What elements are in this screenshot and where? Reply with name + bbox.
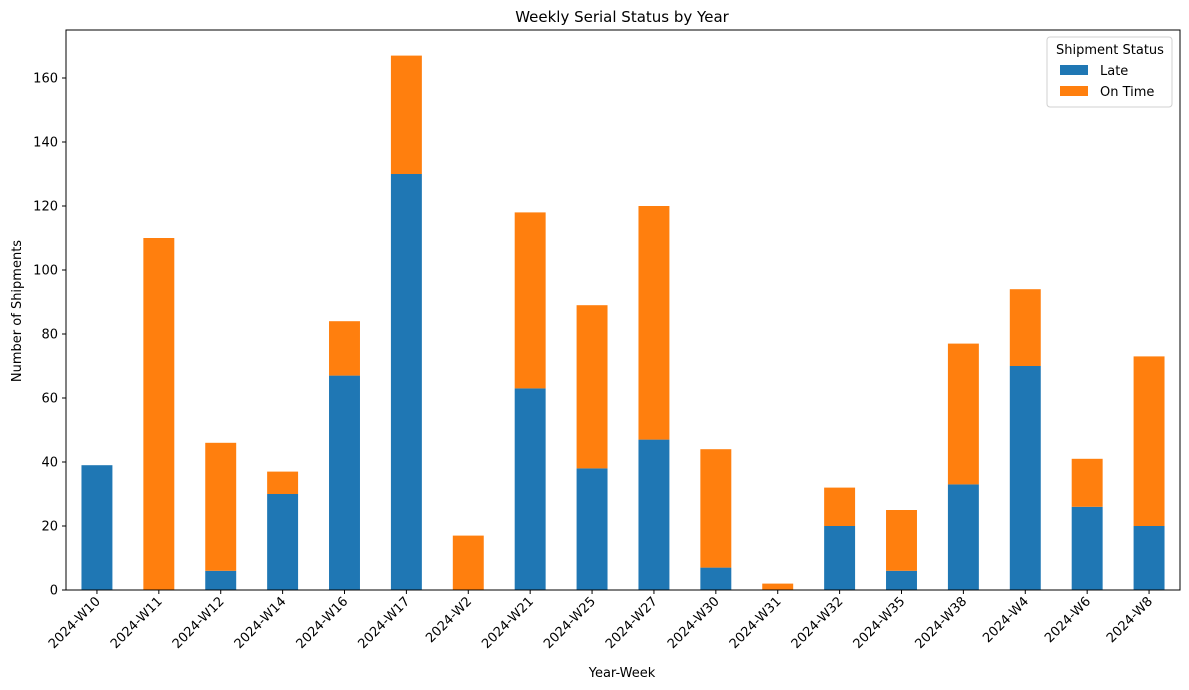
bar-late-2024-w10 bbox=[81, 465, 113, 590]
legend: Shipment Status Late On Time bbox=[1046, 36, 1173, 108]
bar-on-time-2024-w12 bbox=[205, 442, 237, 571]
bar-late-2024-w30 bbox=[700, 567, 732, 590]
legend-title: Shipment Status bbox=[1056, 43, 1164, 58]
legend-swatch-late bbox=[1060, 65, 1088, 75]
x-tick-label: 2024-W30 bbox=[665, 594, 723, 652]
x-tick-label: 2024-W8 bbox=[1104, 594, 1156, 646]
y-tick-label: 60 bbox=[41, 392, 58, 407]
x-tick-label: 2024-W14 bbox=[232, 594, 290, 652]
bar-on-time-2024-w17 bbox=[390, 55, 422, 174]
bar-late-2024-w6 bbox=[1071, 506, 1103, 590]
bar-late-2024-w27 bbox=[638, 439, 670, 590]
bar-on-time-2024-w32 bbox=[824, 487, 856, 526]
bar-late-2024-w35 bbox=[886, 570, 917, 590]
x-tick-label: 2024-W21 bbox=[479, 594, 537, 652]
x-tick-label: 2024-W38 bbox=[912, 594, 970, 652]
x-tick-label: 2024-W31 bbox=[727, 594, 785, 652]
y-tick-label: 0 bbox=[50, 584, 58, 599]
bar-on-time-2024-w25 bbox=[576, 305, 608, 469]
chart-title: Weekly Serial Status by Year bbox=[515, 8, 729, 26]
y-axis-title: Number of Shipments bbox=[10, 240, 25, 382]
y-tick-label: 140 bbox=[33, 136, 58, 151]
y-tick-label: 160 bbox=[33, 72, 58, 87]
y-tick-label: 20 bbox=[41, 520, 58, 535]
x-tick-label: 2024-W16 bbox=[294, 594, 352, 652]
x-tick-label: 2024-W6 bbox=[1042, 594, 1094, 646]
x-tick-label: 2024-W10 bbox=[46, 594, 104, 652]
bar-on-time-2024-w11 bbox=[143, 238, 175, 590]
x-tick-label: 2024-W35 bbox=[851, 594, 909, 652]
legend-swatch-on-time bbox=[1060, 86, 1088, 96]
bar-on-time-2024-w8 bbox=[1133, 356, 1165, 526]
bar-late-2024-w21 bbox=[514, 388, 546, 590]
bar-late-2024-w25 bbox=[576, 468, 608, 590]
bar-late-2024-w12 bbox=[205, 570, 237, 590]
bar-on-time-2024-w14 bbox=[267, 471, 299, 494]
x-tick-label: 2024-W2 bbox=[423, 594, 475, 646]
x-tick-label: 2024-W27 bbox=[603, 594, 661, 652]
bar-on-time-2024-w38 bbox=[947, 343, 979, 485]
bar-on-time-2024-w30 bbox=[700, 449, 732, 568]
legend-label-on-time: On Time bbox=[1100, 85, 1154, 100]
bar-late-2024-w16 bbox=[329, 375, 360, 590]
bar-late-2024-w38 bbox=[947, 484, 979, 590]
plot-frame bbox=[65, 29, 1181, 591]
y-tick-label: 100 bbox=[33, 264, 58, 279]
y-tick-label: 80 bbox=[41, 328, 58, 343]
x-tick-label: 2024-W12 bbox=[170, 594, 228, 652]
x-tick-label: 2024-W4 bbox=[980, 594, 1032, 646]
bar-on-time-2024-w4 bbox=[1009, 289, 1041, 366]
x-tick-label: 2024-W17 bbox=[355, 594, 413, 652]
y-tick-label: 120 bbox=[33, 200, 58, 215]
bar-on-time-2024-w31 bbox=[762, 583, 794, 590]
x-tick-label: 2024-W25 bbox=[541, 594, 599, 652]
bar-late-2024-w4 bbox=[1009, 366, 1041, 590]
bar-late-2024-w14 bbox=[267, 494, 299, 590]
y-tick-label: 40 bbox=[41, 456, 58, 471]
x-tick-label: 2024-W32 bbox=[789, 594, 847, 652]
bar-late-2024-w8 bbox=[1133, 526, 1165, 590]
bar-on-time-2024-w16 bbox=[329, 321, 360, 376]
legend-label-late: Late bbox=[1100, 64, 1128, 79]
x-tick-label: 2024-W11 bbox=[108, 594, 166, 652]
bar-late-2024-w17 bbox=[390, 174, 422, 590]
bar-on-time-2024-w35 bbox=[886, 510, 917, 571]
bar-on-time-2024-w2 bbox=[452, 535, 484, 590]
x-axis-title: Year-Week bbox=[588, 666, 656, 681]
bar-on-time-2024-w21 bbox=[514, 212, 546, 389]
bar-on-time-2024-w6 bbox=[1071, 458, 1103, 507]
bar-on-time-2024-w27 bbox=[638, 206, 670, 440]
bar-late-2024-w32 bbox=[824, 526, 856, 590]
